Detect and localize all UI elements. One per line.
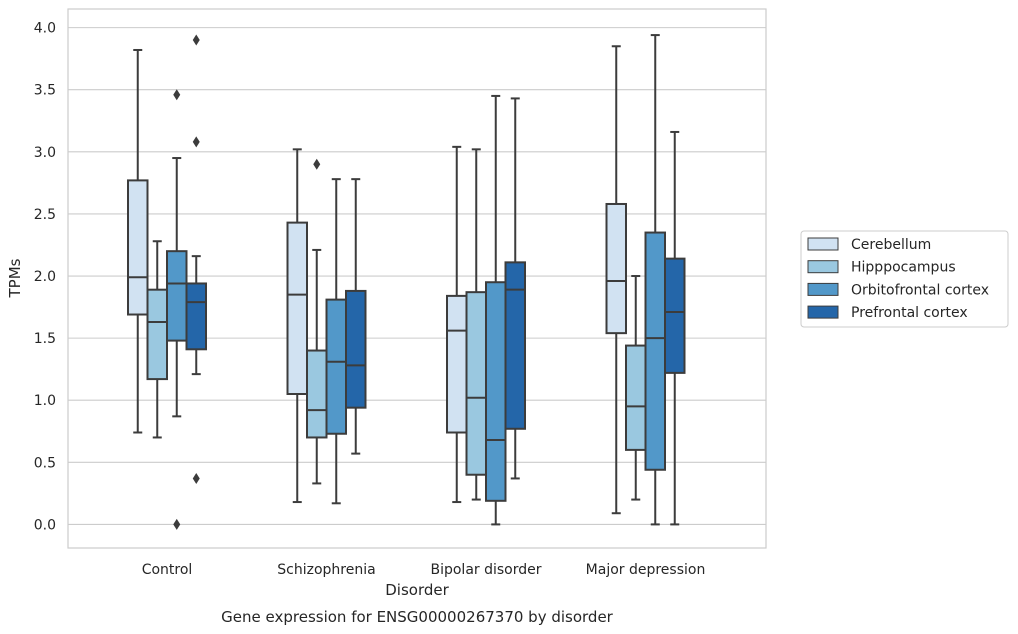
box-iqr [625,344,647,451]
x-axis-label: Disorder [385,581,449,599]
y-tick-label: 3.5 [34,83,56,99]
y-tick-label: 2.0 [34,269,56,285]
y-tick-label: 4.0 [34,21,56,37]
legend-label: Orbitofrontal cortex [851,282,989,298]
legend-label: Prefrontal cortex [851,305,968,321]
box-iqr [185,282,207,351]
x-tick-label: Schizophrenia [277,562,375,578]
outlier-point [192,34,200,46]
legend-swatch [807,305,839,319]
legend-swatch [807,237,839,251]
box-iqr [485,281,507,502]
box-2-2 [485,94,507,526]
box-iqr [504,261,526,430]
box-iqr [644,231,666,471]
box-3-2 [644,34,666,526]
box-iqr [127,179,149,316]
box-iqr [465,291,487,476]
legend-frame [800,230,1009,328]
x-axis-ticks: Control Schizophrenia Bipolar disorder Majo… [142,562,706,578]
outlier-point [192,472,200,484]
x-tick-label: Bipolar disorder [430,562,541,578]
box-iqr [286,221,308,395]
box-0-0 [127,48,149,434]
y-axis-ticks: 0.0 0.5 1.0 1.5 2.0 2.5 3.0 3.5 4.0 [34,21,56,534]
box-0-3 [185,34,207,484]
outlier-point [313,158,321,170]
legend-swatch [807,260,839,274]
box-iqr [166,250,188,342]
y-tick-label: 2.5 [34,207,56,223]
box-1-1 [306,158,328,485]
y-axis-label: TPMs [6,258,24,298]
outlier-point [192,136,200,148]
box-iqr [605,202,627,335]
box-iqr [345,289,367,409]
box-0-2 [166,89,188,530]
y-tick-label: 3.0 [34,145,56,161]
box-3-0 [605,45,627,515]
box-iqr [664,257,686,374]
box-1-3 [345,178,367,455]
legend-label: Cerebellum [851,237,931,253]
x-tick-label: Control [142,562,193,578]
chart-caption: Gene expression for ENSG00000267370 by d… [221,608,614,626]
boxes [127,34,686,530]
box-1-0 [286,148,308,504]
y-tick-label: 1.5 [34,331,56,347]
box-2-3 [504,97,526,480]
y-tick-label: 1.0 [34,393,56,409]
box-iqr [446,294,468,434]
box-iqr [325,298,347,435]
x-tick-label: Major depression [586,562,706,578]
legend-swatch [807,282,839,296]
box-iqr [146,288,168,381]
box-3-1 [625,275,647,501]
legend-label: Hipppocampus [851,260,956,276]
outlier-point [173,89,181,101]
plot-frame [67,8,767,549]
box-iqr [306,349,328,439]
box-3-3 [664,130,686,526]
y-tick-label: 0.5 [34,455,56,471]
legend: Cerebellum Hipppocampus Orbitofrontal cort… [800,230,1009,328]
box-1-2 [325,178,347,505]
outlier-point [173,518,181,530]
y-tick-label: 0.0 [34,517,56,533]
